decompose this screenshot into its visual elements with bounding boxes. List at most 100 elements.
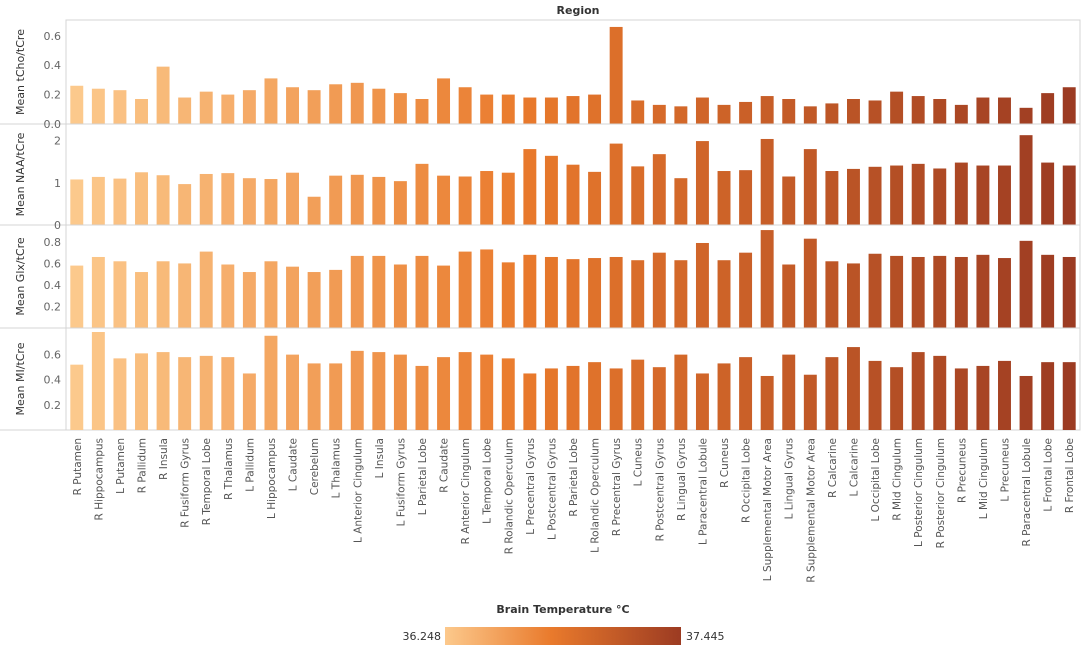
y-tick-label: 1 xyxy=(54,177,61,190)
bar xyxy=(976,365,990,430)
bar xyxy=(847,263,860,328)
x-tick-label: R Occipital Lobe xyxy=(741,438,753,523)
bar xyxy=(458,87,472,124)
bar xyxy=(1041,254,1055,328)
bar xyxy=(350,82,364,124)
bar xyxy=(998,165,1011,225)
bar xyxy=(609,368,623,430)
bar xyxy=(70,85,84,124)
bar xyxy=(695,97,709,124)
bar xyxy=(911,163,925,225)
bar xyxy=(825,171,839,225)
bar xyxy=(803,374,817,430)
bar xyxy=(674,354,688,430)
y-tick-label: 0 xyxy=(54,219,61,232)
bar xyxy=(954,256,968,328)
bar xyxy=(199,91,213,124)
bar xyxy=(631,166,645,225)
bar xyxy=(458,176,472,225)
bar xyxy=(329,363,343,430)
x-tick-label: L Rolandic Operculum xyxy=(590,438,602,553)
bar xyxy=(286,266,299,328)
bar xyxy=(523,373,537,430)
bar xyxy=(976,165,990,225)
bar xyxy=(415,365,429,430)
bar xyxy=(782,176,796,225)
x-tick-label: R Cuneus xyxy=(719,438,731,488)
bar xyxy=(739,357,753,430)
y-axis-label: Mean NAA/tCre xyxy=(14,132,27,216)
x-tick-label: R Putamen xyxy=(72,438,84,495)
bar xyxy=(588,94,602,124)
x-tick-label: L Occipital Lobe xyxy=(870,438,882,522)
bar xyxy=(372,176,386,225)
bar xyxy=(998,258,1011,328)
x-tick-label: R Parietal Lobe xyxy=(568,438,580,517)
panel-glx: 0.2 0.4 0.6 0.8 Mean Glx/tCre xyxy=(0,224,1081,329)
bar xyxy=(70,364,84,430)
bar xyxy=(156,352,170,430)
y-axis-label: Mean Glx/tCre xyxy=(14,237,27,316)
x-tick-label: L Thalamus xyxy=(331,438,343,498)
bar xyxy=(350,174,364,225)
bar xyxy=(933,355,947,430)
bar xyxy=(329,84,343,124)
bar xyxy=(825,261,839,328)
x-tick-label: R Lingual Gyrus xyxy=(676,438,688,521)
x-tick-label: L Caudate xyxy=(288,438,300,491)
bar xyxy=(760,375,774,430)
x-axis-labels: R Putamen R Hippocampus L Putamen R Pallidu… xyxy=(72,438,1076,583)
x-tick-label: L Lingual Gyrus xyxy=(784,438,796,519)
bar xyxy=(890,255,904,328)
y-tick-label: 0.4 xyxy=(44,279,62,292)
bar xyxy=(933,168,947,225)
bar xyxy=(544,97,558,124)
bar xyxy=(933,255,947,328)
panel-naa: 0 1 2 Mean NAA/tCre xyxy=(0,123,1081,232)
x-tick-label: R Precentral Gyrus xyxy=(611,438,623,536)
x-tick-label: R Mid Cingulum xyxy=(892,438,904,521)
y-tick-label: 0.6 xyxy=(44,349,62,362)
bar xyxy=(739,252,753,328)
y-tick-label: 0.6 xyxy=(44,30,62,43)
bar xyxy=(1062,362,1076,430)
bar xyxy=(998,97,1011,124)
bar xyxy=(760,138,774,225)
bar xyxy=(135,172,148,225)
bar xyxy=(544,368,558,430)
bar xyxy=(782,354,796,430)
bar xyxy=(242,373,256,430)
bar xyxy=(437,357,451,430)
x-tick-label: L Anterior Cingulum xyxy=(352,438,364,543)
bar xyxy=(91,176,105,225)
x-tick-label: L Hippocampus xyxy=(266,438,278,519)
bar xyxy=(609,26,623,124)
bar xyxy=(242,272,256,328)
bar xyxy=(847,99,860,124)
y-tick-label: 0.4 xyxy=(44,374,62,387)
bar xyxy=(264,335,278,430)
bar xyxy=(739,101,753,124)
chart-panels: 0.0 0.2 0.4 0.6 Mean tCho/tCre 0 1 2 Mean NAA/tC… xyxy=(0,19,1081,431)
bar xyxy=(393,264,407,328)
bar xyxy=(609,143,623,225)
bar xyxy=(329,175,343,225)
bar xyxy=(178,97,192,124)
bar xyxy=(954,162,968,225)
x-tick-label: L Calcarine xyxy=(849,438,861,496)
bar xyxy=(1019,107,1033,124)
x-tick-label: R Pallidum xyxy=(137,438,149,493)
x-tick-label: L Frontal Lobe xyxy=(1043,438,1055,512)
bar xyxy=(372,352,386,430)
bar xyxy=(695,242,709,328)
bar xyxy=(631,260,645,328)
x-tick-label: R Frontal Lobe xyxy=(1064,438,1076,513)
bar xyxy=(415,255,429,328)
bar xyxy=(933,99,947,124)
bar xyxy=(674,178,688,225)
x-tick-label: R Supplemental Motor Area xyxy=(805,438,817,583)
bar xyxy=(911,256,925,328)
bar xyxy=(113,178,127,225)
bar xyxy=(566,164,580,225)
